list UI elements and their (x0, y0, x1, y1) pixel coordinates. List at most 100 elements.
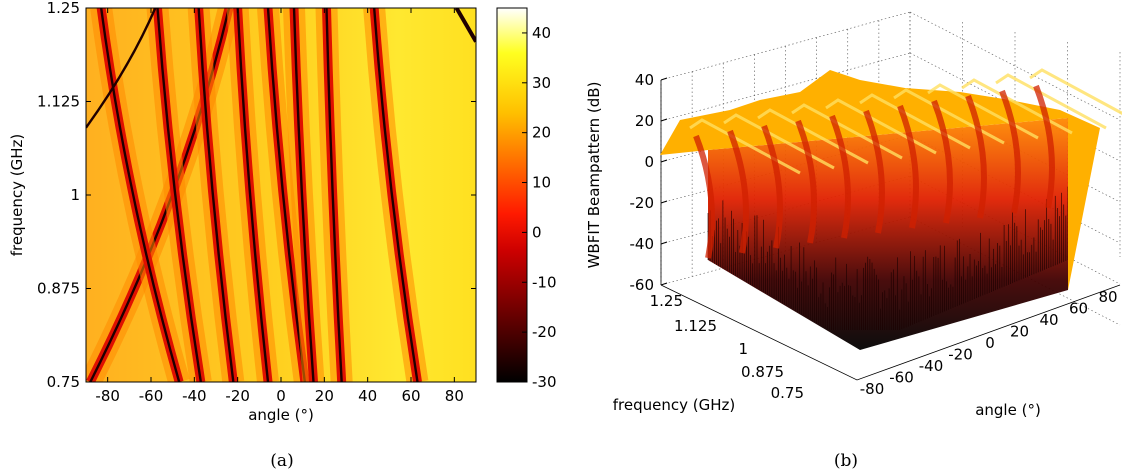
surface-angle-axis-label: angle (°) (975, 401, 1041, 419)
z-tick-label: -40 (630, 235, 655, 253)
colorbar-gradient (496, 7, 528, 383)
z-tick-mark (660, 200, 668, 204)
colorbar-tick-label: 0 (532, 223, 542, 241)
frequency-tick-label: 0.75 (771, 384, 804, 402)
surface-top (660, 70, 1100, 290)
surface-ridge-shadow (897, 104, 919, 229)
surface-ridge-shadow (965, 94, 987, 219)
surface-ridge-shadow (1033, 84, 1055, 209)
colorbar-tick-label: -30 (532, 373, 557, 391)
surface-angle-ticks: -80-60 -40-20 0 20 40 60 80 (860, 288, 1118, 398)
surface-ridge-shadow (761, 124, 783, 249)
surface-ridge-shadow (829, 114, 851, 239)
grid-line (909, 11, 1121, 121)
surface-ridge-highlight (1029, 68, 1122, 115)
surface-ridge-shadow (727, 129, 749, 254)
surface-ridge-highlight (689, 118, 801, 175)
null-curve-2 (156, 8, 203, 382)
z-tick-mark (660, 118, 668, 122)
frequency-tick-label: 1.125 (674, 317, 717, 335)
colorbar-tick-label: 10 (532, 174, 551, 192)
surface-ridge-shadow (693, 134, 715, 259)
surface-3d (660, 68, 1122, 350)
angle-tick-label: -60 (889, 369, 914, 387)
heatmap-x-tick-label: -40 (182, 387, 207, 405)
z-tick-label: 20 (635, 112, 654, 130)
angle-tick-label: 20 (1010, 323, 1029, 341)
heatmap-y-ticks: 0.75 0.875 1 1.125 1.25 (37, 0, 476, 391)
heatmap-x-ticks: -80 -60 -40 -20 0 20 40 60 80 (95, 8, 464, 405)
heatmap-x-tick-label: 80 (445, 387, 464, 405)
heatmap-x-axis-label: angle (°) (248, 406, 314, 424)
null-curve-5 (266, 8, 307, 382)
surface-frequency-axis-label: frequency (GHz) (613, 396, 735, 414)
heatmap-x-tick-label: -80 (95, 387, 120, 405)
colorbar-tick-label: -20 (532, 323, 557, 341)
frequency-tick-label: 0.875 (741, 363, 784, 381)
heatmap-y-tick-label: 1 (70, 186, 80, 204)
frequency-tick-label: 1 (738, 340, 748, 358)
null-curve-7 (325, 8, 343, 382)
angle-tick-label: 60 (1069, 300, 1088, 318)
heatmap-x-tick-label: -20 (225, 387, 250, 405)
z-tick-mark (660, 77, 668, 81)
surface-z-ticks: -60 -40 -20 0 20 40 (630, 71, 668, 294)
surface-ridge-shadow (999, 89, 1021, 214)
surface-ridge-highlight (757, 108, 869, 165)
surface-frequency-ticks: 0.75 0.875 1 1.125 1.25 (650, 292, 804, 402)
z-tick-label: 40 (635, 71, 654, 89)
surface-z-axis-label: WBFIT Beampattern (dB) (585, 82, 603, 269)
colorbar-tick-label: 30 (532, 74, 551, 92)
null-curve-6 (292, 8, 315, 382)
colorbar-tick-label: 20 (532, 124, 551, 142)
surface-ridge-shadow (795, 119, 817, 244)
frequency-tick-label: 1.25 (650, 292, 683, 310)
z-tick-label: -60 (630, 276, 655, 294)
heatmap-x-tick-label: 60 (401, 387, 420, 405)
surface-ridge-highlight (723, 113, 835, 170)
z-tick-mark (660, 159, 668, 163)
caption-a: (a) (270, 451, 293, 471)
surface-ridges (689, 68, 1122, 259)
grid-line (909, 216, 1121, 326)
angle-tick-label: 0 (985, 334, 995, 352)
heatmap-x-tick-label: -60 (139, 387, 164, 405)
heatmap-y-axis-label: frequency (GHz) (8, 134, 26, 256)
surface-ridge-highlight (825, 98, 937, 155)
null-curve-corner (454, 8, 476, 43)
heatmap-plot-area (85, 7, 477, 383)
panel-a: -80 -60 -40 -20 0 20 40 60 80 0.75 0.875 1 1.125 1.2… (8, 0, 557, 471)
heatmap-y-tick-label: 0.75 (47, 373, 80, 391)
z-tick-mark (660, 241, 668, 245)
angle-tick-label: -80 (860, 380, 885, 398)
null-curve-edge (86, 8, 157, 129)
heatmap-x-tick-label: 40 (358, 387, 377, 405)
angle-tick-label: -40 (919, 357, 944, 375)
surface-ridge-highlight (961, 78, 1073, 135)
surface-ridge-highlight (791, 103, 903, 160)
floor-edge (660, 284, 1121, 381)
surface-ridge-highlight (893, 88, 1005, 145)
z-tick-label: -20 (630, 194, 655, 212)
colorbar: -30 -20 -10 0 10 20 30 40 (496, 7, 557, 391)
surface-ridge-highlight (859, 93, 971, 150)
angle-tick-label: 40 (1039, 311, 1058, 329)
z-tick-mark (660, 282, 668, 286)
heatmap-y-tick-label: 1.25 (47, 0, 80, 17)
colorbar-tick-label: -10 (532, 273, 557, 291)
surface-ridge-shadow (931, 99, 953, 224)
grid-line (909, 134, 1121, 244)
null-curve-4 (236, 8, 270, 382)
heatmap-y-tick-label: 0.875 (37, 280, 80, 298)
null-curve-3 (197, 8, 235, 382)
colorbar-tick-label: 40 (532, 24, 551, 42)
surface-ridge-shadow (863, 109, 885, 234)
caption-b: (b) (834, 451, 858, 471)
grid-line (909, 175, 1121, 285)
null-curve-1 (99, 8, 181, 382)
colorbar-ticks: -30 -20 -10 0 10 20 30 40 (522, 24, 557, 391)
surface-ridge-highlight (927, 83, 1039, 140)
z-tick-label: 0 (644, 153, 654, 171)
